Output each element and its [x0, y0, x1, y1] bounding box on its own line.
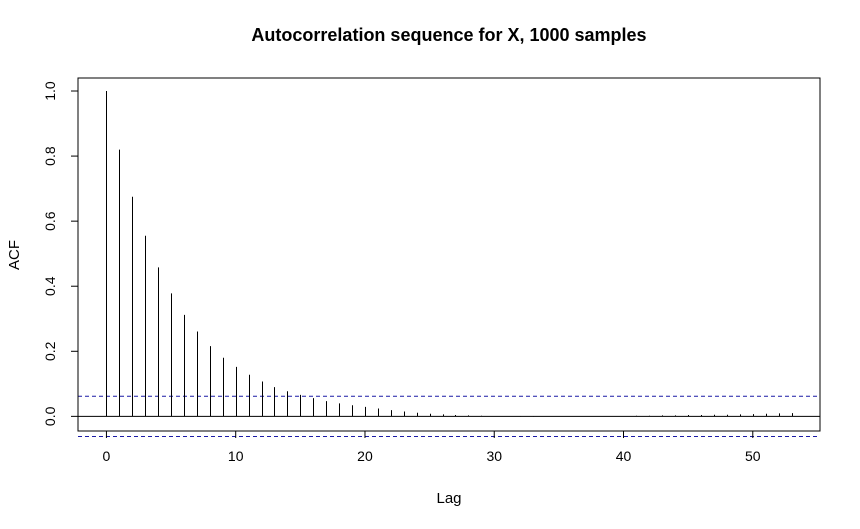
plot-frame — [77, 77, 821, 432]
x-tick-label: 50 — [745, 448, 761, 464]
x-tick-label: 40 — [616, 448, 632, 464]
y-tick-label: 0.8 — [42, 146, 58, 166]
y-axis-label: ACF — [6, 240, 23, 270]
x-tick-label: 20 — [357, 448, 373, 464]
acf-bars — [106, 91, 793, 417]
x-axis: 0 10 20 30 40 50 — [103, 430, 761, 464]
x-axis-label: Lag — [436, 490, 461, 507]
confidence-bands — [78, 395, 820, 438]
y-tick-label: 1.0 — [42, 81, 58, 101]
y-tick-label: 0.6 — [42, 211, 58, 231]
y-tick-label: 0.4 — [42, 276, 58, 296]
y-tick-label: 0.0 — [42, 406, 58, 426]
y-axis: 0.0 0.2 0.4 0.6 0.8 1.0 — [42, 81, 79, 426]
y-tick-label: 0.2 — [42, 341, 58, 361]
x-tick-label: 0 — [103, 448, 111, 464]
x-tick-label: 30 — [486, 448, 502, 464]
chart-title: Autocorrelation sequence for X, 1000 sam… — [251, 25, 646, 45]
x-tick-label: 10 — [228, 448, 244, 464]
